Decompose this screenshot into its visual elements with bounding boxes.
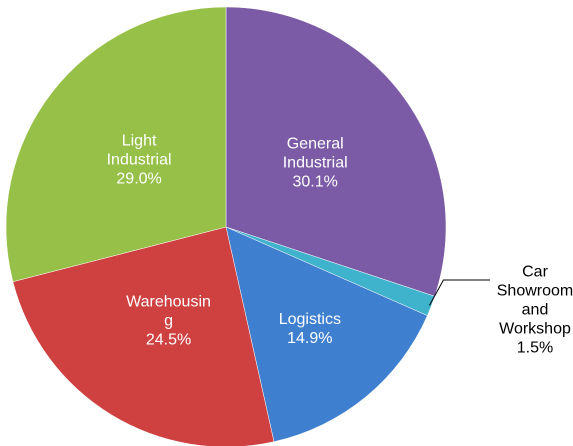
category-label: Car Showroom and Workshop bbox=[496, 263, 573, 338]
slice-label: Logistics 14.9% bbox=[266, 310, 354, 348]
value-label: 30.1% bbox=[292, 173, 338, 191]
value-label: 24.5% bbox=[145, 331, 192, 349]
value-label: 1.5% bbox=[516, 339, 554, 357]
slice-label: General Industrial 30.1% bbox=[271, 134, 359, 191]
value-label: 29.0% bbox=[116, 170, 162, 188]
pie-slice bbox=[5, 6, 227, 283]
pie-slice bbox=[225, 226, 428, 443]
leader-line bbox=[429, 279, 490, 306]
category-label: Logistics bbox=[278, 310, 341, 328]
category-label: Warehousing bbox=[126, 293, 211, 330]
category-label: General Industrial bbox=[282, 135, 348, 172]
pie-slice bbox=[12, 226, 275, 446]
slice-label: Warehousing 24.5% bbox=[125, 292, 213, 349]
slice-label: Car Showroom and Workshop 1.5% bbox=[491, 263, 573, 358]
category-label: Light Industrial bbox=[106, 132, 172, 169]
value-label: 14.9% bbox=[287, 329, 333, 347]
pie-slice bbox=[225, 6, 447, 297]
slice-label: Light Industrial 29.0% bbox=[95, 131, 183, 188]
